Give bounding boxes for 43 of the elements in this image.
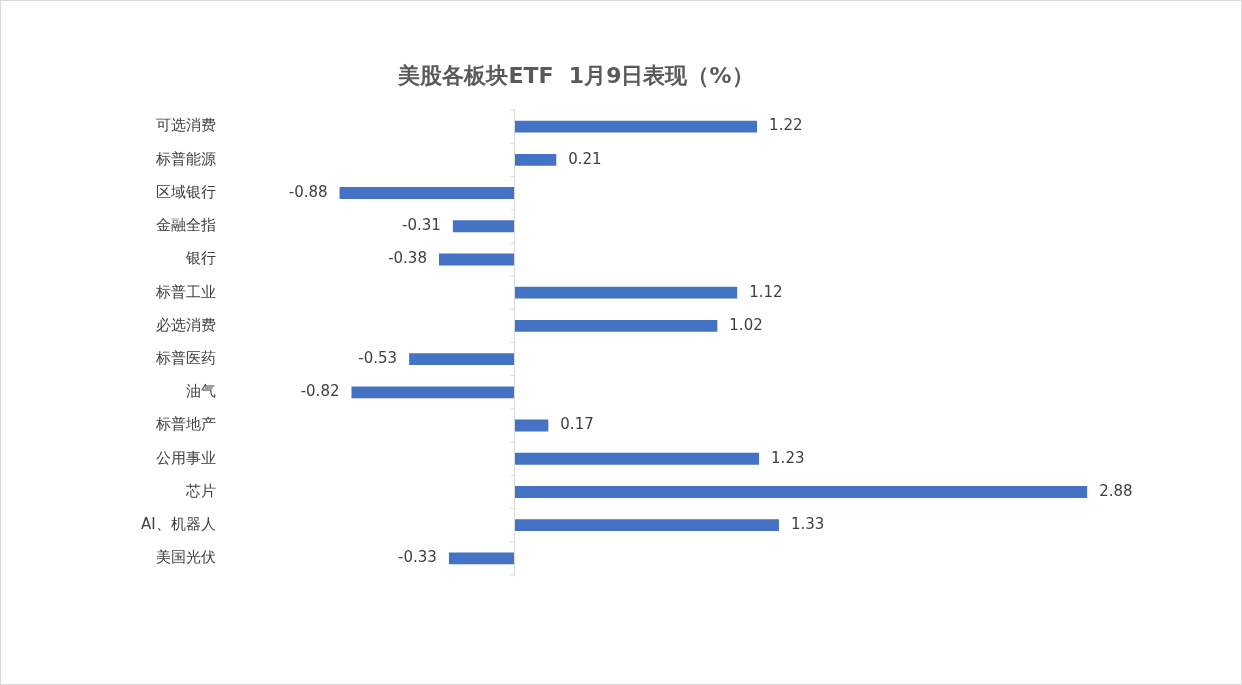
chart-title: 美股各板块ETF 1月9日表现（%）	[397, 62, 754, 88]
bar	[514, 486, 1088, 498]
y-tick-label: 必选消费	[155, 315, 216, 334]
data-label: -0.82	[300, 382, 340, 401]
y-tick-label: 油气	[185, 382, 216, 401]
y-tick-label: 银行	[184, 249, 216, 268]
y-tick-label: 标普工业	[154, 282, 216, 301]
bar	[514, 153, 557, 166]
data-label: 1.02	[729, 315, 763, 334]
y-tick-label: 区域银行	[155, 182, 216, 201]
bar	[339, 187, 515, 199]
y-tick-label: 金融全指	[155, 216, 216, 235]
y-tick-label: 标普能源	[154, 149, 216, 168]
bar	[438, 253, 515, 266]
data-label: -0.38	[388, 249, 427, 268]
data-label: 2.88	[1099, 481, 1133, 500]
data-label: 1.12	[749, 282, 783, 301]
data-label: 1.23	[771, 448, 805, 467]
bar	[448, 552, 515, 565]
data-label: -0.33	[398, 548, 437, 567]
bar	[514, 519, 779, 532]
y-tick-label: 可选消费	[155, 116, 216, 135]
data-label: -0.88	[288, 182, 328, 201]
bar	[452, 220, 515, 233]
bar	[514, 419, 549, 432]
bar	[409, 353, 515, 366]
bar	[514, 286, 738, 299]
y-tick-label: 标普医药	[154, 349, 216, 367]
data-label: 0.21	[568, 149, 602, 168]
y-tick-label: 标普地产	[154, 415, 216, 434]
data-label: 1.22	[769, 116, 803, 135]
bar	[514, 452, 760, 465]
y-tick-label: 公用事业	[155, 448, 216, 467]
bar	[514, 120, 758, 133]
y-tick-label: 美国光伏	[155, 548, 216, 567]
data-label: -0.53	[358, 349, 398, 367]
data-label: 1.33	[790, 515, 825, 534]
y-tick-label: AI、机器人	[141, 515, 216, 534]
y-tick-label: 芯片	[184, 481, 216, 500]
bar	[514, 319, 718, 332]
bar	[351, 386, 515, 399]
data-label: 0.17	[560, 415, 594, 434]
data-label: -0.31	[402, 216, 441, 235]
